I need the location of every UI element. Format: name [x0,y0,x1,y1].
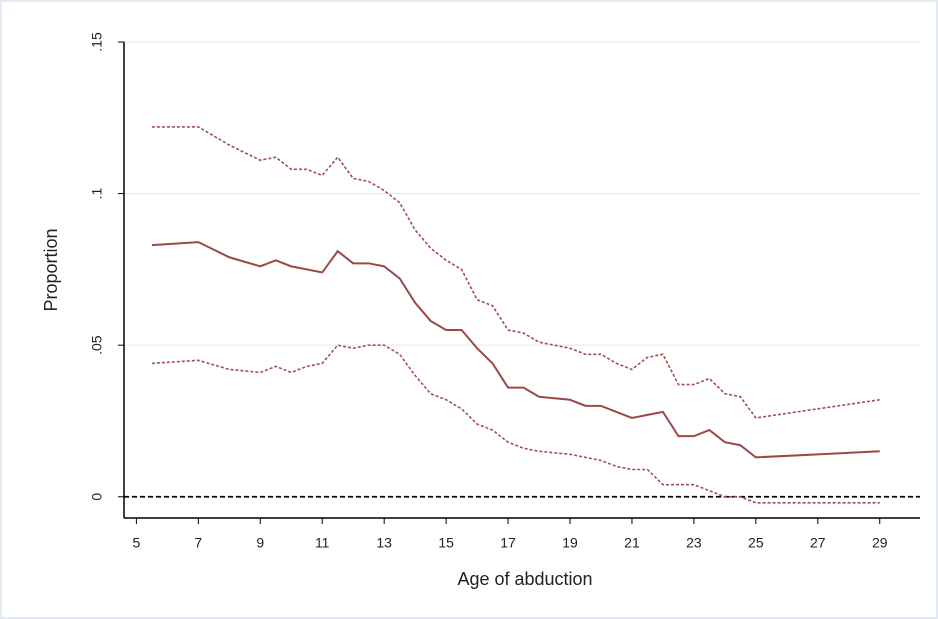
y-tick-label: .1 [89,188,105,200]
series-line [151,344,880,504]
y-tick-label: 0 [89,493,105,501]
x-axis-label: Age of abduction [457,569,592,589]
x-tick-label: 17 [500,535,516,551]
x-tick-label: 23 [686,535,702,551]
x-tick-label: 15 [438,535,454,551]
x-tick-label: 27 [810,535,826,551]
y-axis-label: Proportion [41,228,61,311]
x-tick-label: 21 [624,535,640,551]
series-line [151,126,880,419]
x-tick-label: 9 [256,535,264,551]
x-tick-label: 5 [132,535,140,551]
x-tick-label: 11 [315,535,330,551]
x-tick-label: 29 [872,535,888,551]
x-tick-label: 7 [194,535,202,551]
y-tick-label: .15 [89,32,105,52]
x-tick-label: 19 [562,535,578,551]
x-tick-label: 13 [376,535,392,551]
series-line [151,241,880,459]
y-tick-label: .05 [89,335,105,355]
x-tick-label: 25 [748,535,764,551]
